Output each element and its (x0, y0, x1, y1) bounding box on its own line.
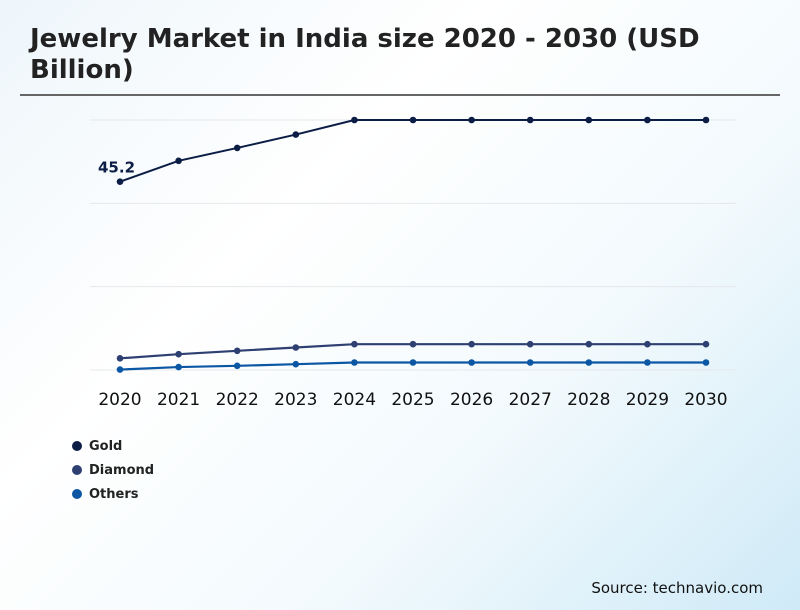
x-tick-label: 2022 (216, 390, 259, 410)
data-point-gold (468, 116, 475, 124)
legend-label: Gold (89, 438, 123, 454)
data-point-diamond (409, 340, 417, 348)
data-point-others (409, 359, 417, 366)
legend-marker-icon (72, 489, 82, 499)
data-point-others (175, 363, 182, 371)
data-point-gold (175, 157, 182, 165)
legend-item-diamond: Diamond (72, 458, 154, 482)
legend-marker-icon (72, 465, 82, 475)
series-line-gold (119, 119, 706, 183)
source-text: Source: technavio.com (591, 579, 763, 597)
data-point-others (585, 359, 593, 366)
data-point-others (351, 359, 358, 366)
x-tick-label: 2026 (450, 390, 493, 410)
data-point-others (526, 359, 534, 366)
x-tick-label: 2023 (274, 390, 317, 410)
data-point-others (702, 359, 710, 366)
x-tick-label: 2020 (98, 390, 141, 410)
legend-label: Diamond (89, 462, 155, 478)
title-divider (20, 94, 780, 96)
data-point-diamond (292, 344, 300, 351)
chart-title: Jewelry Market in India size 2020 - 2030… (30, 24, 700, 85)
data-point-gold (702, 116, 710, 124)
data-point-diamond (585, 340, 593, 348)
x-tick-label: 2021 (157, 390, 200, 410)
data-point-gold (644, 116, 651, 124)
data-point-others (116, 366, 124, 373)
x-tick-label: 2029 (626, 390, 669, 410)
data-point-others (468, 359, 475, 366)
x-tick-label: 2028 (567, 390, 610, 410)
x-tick-label: 2025 (391, 390, 434, 410)
data-point-gold (116, 178, 124, 185)
data-point-gold (585, 116, 593, 124)
legend-marker-icon (72, 441, 82, 451)
x-tick-label: 2027 (509, 390, 552, 410)
data-point-diamond (175, 350, 182, 358)
data-point-others (644, 359, 651, 366)
data-point-gold (351, 116, 358, 124)
data-point-gold (409, 116, 417, 124)
data-point-diamond (526, 340, 534, 348)
data-point-diamond (644, 340, 651, 348)
data-point-gold (526, 116, 534, 124)
x-tick-label: 2030 (684, 390, 727, 410)
data-point-diamond (468, 340, 475, 348)
x-tick-label: 2024 (333, 390, 376, 410)
data-point-diamond (702, 340, 710, 348)
data-point-diamond (351, 340, 358, 348)
legend-label: Others (89, 486, 139, 502)
legend-item-gold: Gold (72, 434, 154, 458)
data-point-others (292, 360, 300, 368)
legend-item-others: Others (72, 482, 154, 506)
data-point-gold (292, 131, 300, 138)
legend: Gold Diamond Others (72, 434, 154, 506)
data-point-diamond (116, 355, 124, 362)
data-point-gold (233, 144, 241, 152)
data-point-others (233, 362, 241, 370)
data-label: 45.2 (98, 159, 135, 177)
data-point-diamond (233, 347, 241, 355)
